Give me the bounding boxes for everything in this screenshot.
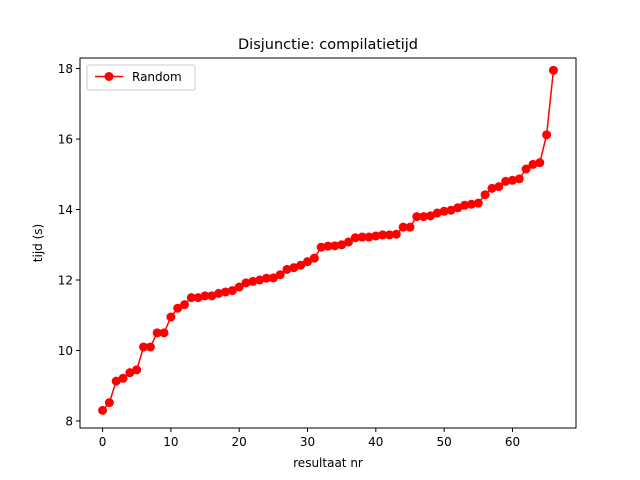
data-point [118,373,128,383]
data-point [323,241,333,251]
y-tick-label: 10 [58,344,73,358]
data-point [460,200,470,210]
data-point [268,273,278,283]
data-point [104,398,114,408]
data-point [384,230,394,240]
y-axis-ticks: 8 10 12 14 16 18 [58,62,80,428]
data-point [364,232,374,242]
data-point [262,273,272,283]
data-point [207,291,217,301]
legend-label-random: Random [132,70,182,84]
data-point [214,288,224,298]
legend-marker-sample [104,72,114,81]
x-tick-label: 50 [437,435,452,449]
data-point [432,208,442,218]
data-point [193,293,203,303]
data-point [248,276,258,286]
data-point [466,199,476,209]
x-tick-label: 0 [99,435,107,449]
x-tick-label: 10 [163,435,178,449]
data-point [528,159,538,169]
data-point [152,328,162,338]
data-point [132,365,142,375]
data-point [159,328,169,338]
x-tick-label: 30 [300,435,315,449]
data-point [221,287,231,297]
x-tick-label: 60 [505,435,520,449]
data-point [180,300,190,310]
data-point [173,303,183,313]
data-point [241,278,251,288]
data-point [405,222,415,232]
data-point [125,368,135,378]
data-point [371,231,381,241]
x-axis-label: resultaat nr [293,456,363,470]
data-point [282,264,292,274]
data-point [398,222,408,232]
data-point [316,242,326,252]
chart-title: Disjunctie: compilatietijd [238,37,418,53]
data-point [487,183,497,193]
x-axis-ticks: 0 10 20 30 40 50 60 [99,428,520,449]
y-tick-label: 16 [58,133,73,147]
data-point [391,229,401,239]
data-point [412,212,422,222]
data-point [255,275,265,285]
data-point [439,206,449,216]
data-point [446,205,456,215]
data-point [139,342,149,352]
data-point [357,232,367,242]
data-point [166,312,176,322]
legend-box [86,64,196,91]
data-point [507,175,517,185]
data-point [535,158,545,168]
data-point [453,203,463,213]
data-point [473,198,483,208]
data-point [548,65,558,75]
data-point [227,286,237,296]
data-point [378,230,388,240]
y-tick-label: 14 [58,203,73,217]
data-point [98,405,108,415]
y-tick-label: 8 [65,414,73,428]
data-point [419,212,429,222]
data-point [186,293,196,303]
data-point [303,257,312,267]
data-point [200,291,210,301]
legend: Random [86,64,196,91]
data-point [289,263,299,273]
data-point [234,282,244,292]
data-point [480,190,490,200]
x-tick-label: 20 [232,435,247,449]
data-point [501,176,511,186]
y-axis-label: tijd (s) [31,224,45,262]
x-tick-label: 40 [368,435,383,449]
data-point [111,376,121,386]
data-point [275,270,285,280]
plot-frame [79,57,577,429]
data-point [542,130,552,140]
data-point [309,253,319,263]
y-tick-label: 12 [58,274,73,288]
data-point [514,174,524,184]
y-tick-label: 18 [58,62,73,76]
data-point [521,164,531,174]
data-point [296,260,306,270]
data-layer [98,65,558,415]
data-point [494,182,504,192]
data-point [344,237,353,247]
data-point [330,241,340,251]
data-point [350,233,360,243]
data-point [425,211,435,221]
data-point [337,240,347,250]
data-point [145,342,155,352]
